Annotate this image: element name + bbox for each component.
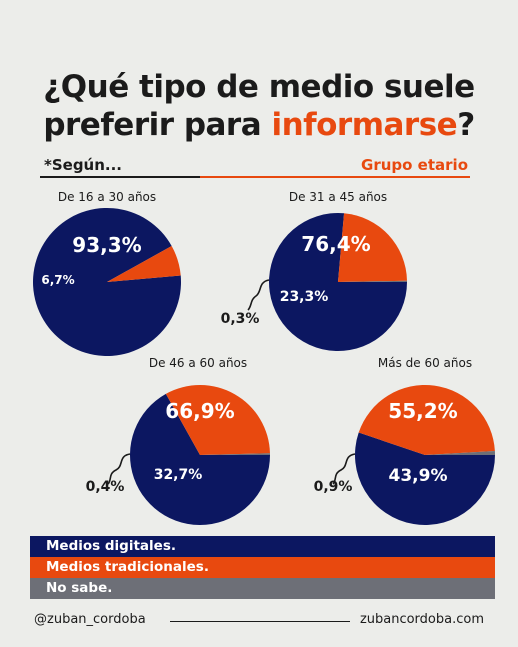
- data-label: 66,9%: [165, 399, 234, 423]
- data-label: 23,3%: [280, 289, 329, 305]
- pie-chart-3: De 46 a 60 años 66,9% 32,7% 0,4%: [86, 356, 271, 525]
- data-label: 43,9%: [389, 466, 448, 486]
- note-text: *Según...: [44, 156, 123, 174]
- pie-slice: [200, 453, 271, 455]
- pie-chart-4: Más de 60 años 55,2% 43,9% 0,9%: [314, 356, 496, 525]
- header-divider: [40, 176, 470, 178]
- pie-title: De 16 a 30 años: [58, 190, 156, 204]
- data-label: 0,4%: [86, 479, 125, 495]
- data-label: 55,2%: [388, 399, 457, 423]
- title-line-2-prefix: preferir para: [43, 107, 272, 143]
- pie-title: De 46 a 60 años: [149, 356, 247, 370]
- legend-traditional: Medios tradicionales.: [30, 557, 495, 578]
- pie-slice: [269, 213, 407, 352]
- pie-slice: [425, 451, 496, 455]
- legend-digital: Medios digitales.: [30, 536, 495, 557]
- pie-chart-1: De 16 a 30 años 93,3% 6,7%: [33, 190, 182, 356]
- title-line-1: ¿Qué tipo de medio suele: [43, 69, 475, 105]
- pie-slice: [130, 393, 270, 525]
- pie-slice: [165, 384, 270, 455]
- pie-slice: [338, 280, 408, 282]
- page-title: ¿Qué tipo de medio suele preferir para i…: [0, 68, 518, 144]
- pie-slice: [107, 245, 181, 282]
- pie-slice: [358, 384, 495, 455]
- footer-site: zubancordoba.com: [359, 612, 484, 627]
- title-line-2: preferir para informarse?: [0, 106, 518, 144]
- data-label: 0,9%: [314, 479, 353, 495]
- pie-title: De 31 a 45 años: [289, 190, 387, 204]
- pie-slice: [355, 432, 495, 525]
- callout-line: [107, 453, 131, 485]
- title-accent: informarse: [271, 107, 458, 143]
- pie-chart-2: De 31 a 45 años 76,4% 23,3% 0,3%: [221, 190, 408, 352]
- legend-nosabe: No sabe.: [30, 578, 495, 599]
- data-label: 76,4%: [301, 232, 370, 256]
- footer-divider: [170, 621, 350, 622]
- title-line-2-suffix: ?: [457, 107, 475, 143]
- callout-line: [247, 279, 270, 311]
- group-label: Grupo etario: [361, 156, 468, 174]
- pie-slice: [33, 207, 182, 356]
- data-label: 93,3%: [72, 233, 141, 257]
- pie-slice: [338, 213, 407, 282]
- data-label: 6,7%: [41, 273, 74, 287]
- footer-handle: @zuban_cordoba: [34, 612, 146, 627]
- data-label: 0,3%: [221, 311, 260, 327]
- callout-line: [332, 453, 356, 485]
- pie-title: Más de 60 años: [378, 356, 472, 370]
- data-label: 32,7%: [154, 467, 203, 483]
